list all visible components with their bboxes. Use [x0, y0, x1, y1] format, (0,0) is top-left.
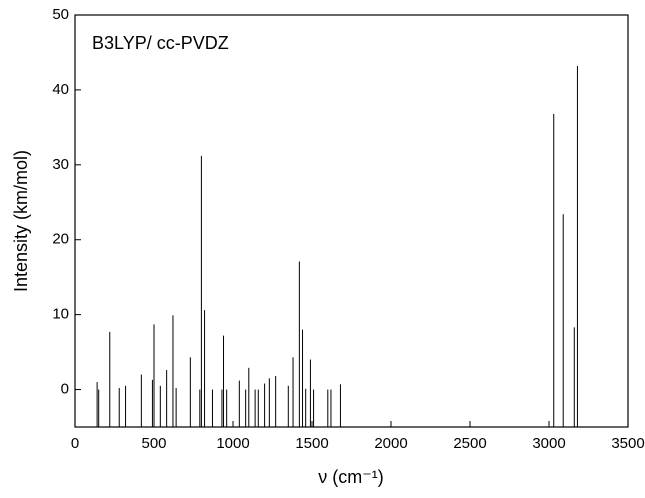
- y-tick-label: 30: [52, 156, 69, 173]
- y-tick-label: 50: [52, 6, 69, 23]
- y-tick-label: 20: [52, 231, 69, 248]
- x-tick-label: 3000: [532, 435, 565, 452]
- x-axis-label: ν (cm⁻¹): [318, 467, 383, 487]
- x-tick-label: 1000: [216, 435, 249, 452]
- plot-frame: [74, 14, 629, 428]
- x-tick-label: 500: [141, 435, 166, 452]
- x-tick-label: 0: [71, 435, 79, 452]
- x-tick-label: 2000: [374, 435, 407, 452]
- x-tick-label: 1500: [295, 435, 328, 452]
- y-tick-label: 0: [61, 381, 69, 398]
- y-axis-label: Intensity (km/mol): [11, 150, 31, 292]
- annotation: B3LYP/ cc-PVDZ: [92, 33, 229, 53]
- y-tick-label: 10: [52, 306, 69, 323]
- x-tick-label: 2500: [453, 435, 486, 452]
- y-tick-label: 40: [52, 81, 69, 98]
- x-tick-label: 3500: [611, 435, 644, 452]
